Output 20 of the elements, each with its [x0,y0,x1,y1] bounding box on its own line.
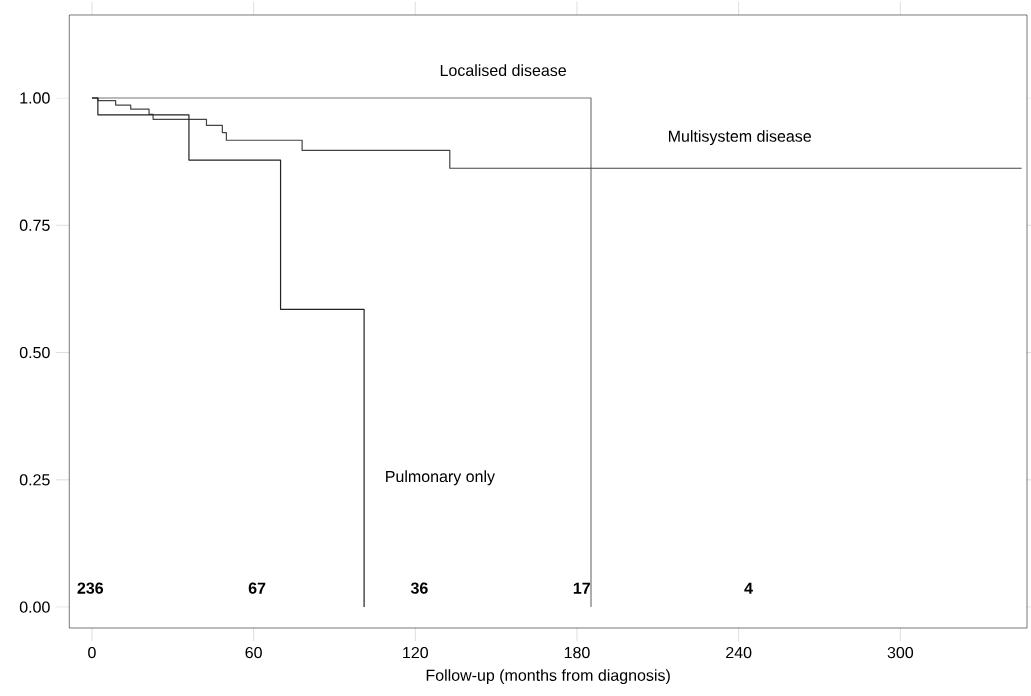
series-label: Localised disease [440,64,566,77]
x-tick-label: 300 [887,646,914,659]
annotation: 36 [410,582,428,594]
y-tick-label: 0.75 [19,219,50,231]
y-tick-label: 0.25 [19,474,50,486]
x-tick-label: 240 [726,646,752,659]
series-label: Pulmonary only [386,470,495,486]
y-tick-label: 0.50 [19,346,50,359]
x-tick-label: 120 [403,646,429,659]
annotation: 17 [573,582,590,594]
series-label: Multisystem disease [668,130,811,146]
y-tick-label: 0.00 [19,601,50,613]
x-tick-label: 0 [88,646,96,659]
y-tick-label: 1.00 [20,92,50,104]
annotation: 4 [744,582,753,594]
annotation: 67 [248,582,266,594]
x-axis-title: Follow-up (months from diagnosis) [426,669,670,685]
x-tick-label: 180 [564,646,590,659]
x-tick-label: 60 [245,646,262,659]
annotation: 236 [77,582,104,594]
